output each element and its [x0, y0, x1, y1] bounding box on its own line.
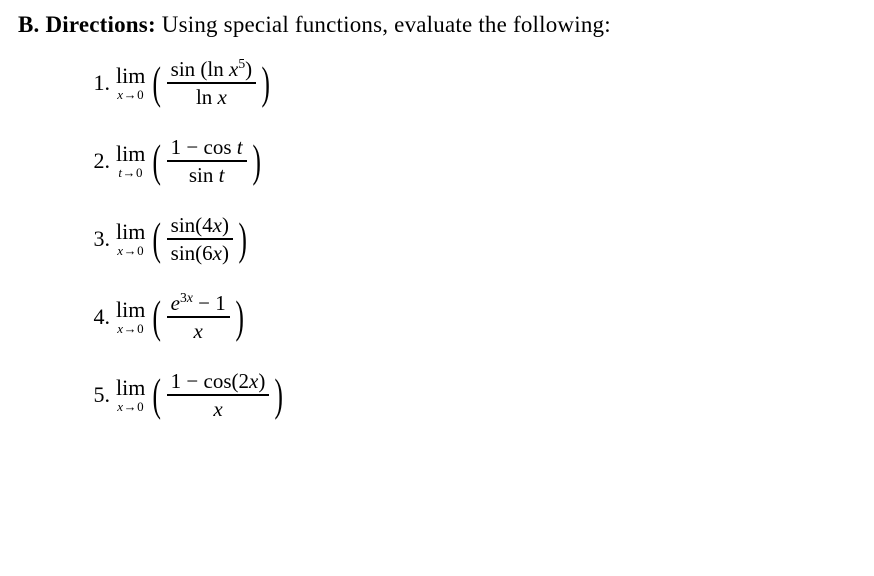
limit-top: lim: [116, 299, 145, 321]
fraction: 1 − cos t sin t: [167, 136, 247, 186]
problem-index: 5.: [88, 382, 110, 408]
problem-item: 2.limt→0(1 − cos tsin t): [88, 136, 856, 186]
left-paren: (: [153, 65, 161, 102]
fraction: e3x − 1 x: [167, 292, 230, 342]
problem-list: 1.limx→0(sin (ln x5)ln x)2.limt→0(1 − co…: [18, 58, 856, 420]
left-paren: (: [153, 299, 161, 336]
fraction-bar: [167, 316, 230, 318]
left-paren: (: [153, 221, 161, 258]
limit-bottom: x→0: [117, 400, 144, 413]
denominator: sin(6x): [167, 242, 233, 264]
limit-bottom: x→0: [117, 322, 144, 335]
left-paren: (: [153, 377, 161, 414]
problem-item: 4.limx→0(e3x − 1x): [88, 292, 856, 342]
fraction-bar: [167, 160, 247, 162]
limit-notation: limx→0: [116, 65, 145, 101]
fraction-bar: [167, 394, 270, 396]
problem-item: 5.limx→0(1 − cos(2x)x): [88, 370, 856, 420]
limit-notation: limx→0: [116, 299, 145, 335]
limit-top: lim: [116, 143, 145, 165]
problem-index: 1.: [88, 70, 110, 96]
fraction: 1 − cos(2x) x: [167, 370, 270, 420]
right-paren: ): [238, 221, 246, 258]
paren-group: (1 − cos t sin t): [149, 136, 264, 186]
paren-group: ( sin (ln x5) ln x): [149, 58, 273, 108]
numerator: 1 − cos(2x): [167, 370, 270, 392]
limit-notation: limx→0: [116, 377, 145, 413]
limit-top: lim: [116, 65, 145, 87]
paren-group: ( e3x − 1 x): [149, 292, 247, 342]
limit-bottom: x→0: [117, 244, 144, 257]
limit-notation: limx→0: [116, 221, 145, 257]
problem-item: 3.limx→0(sin(4x)sin(6x)): [88, 214, 856, 264]
fraction: sin(4x) sin(6x): [167, 214, 233, 264]
paren-group: (1 − cos(2x) x): [149, 370, 286, 420]
right-paren: ): [262, 65, 270, 102]
denominator: x: [190, 320, 207, 342]
limit-top: lim: [116, 221, 145, 243]
fraction-bar: [167, 238, 233, 240]
numerator: e3x − 1: [167, 292, 230, 314]
heading-label: B. Directions:: [18, 12, 156, 37]
limit-bottom: t→0: [118, 166, 143, 179]
paren-group: ( sin(4x) sin(6x)): [149, 214, 250, 264]
limit-bottom: x→0: [117, 88, 144, 101]
page: B. Directions: Using special functions, …: [0, 0, 874, 460]
section-heading: B. Directions: Using special functions, …: [18, 12, 856, 38]
denominator: x: [209, 398, 226, 420]
left-paren: (: [153, 143, 161, 180]
problem-index: 2.: [88, 148, 110, 174]
problem-index: 4.: [88, 304, 110, 330]
denominator: ln x: [192, 86, 231, 108]
numerator: sin(4x): [167, 214, 233, 236]
problem-index: 3.: [88, 226, 110, 252]
problem-item: 1.limx→0(sin (ln x5)ln x): [88, 58, 856, 108]
right-paren: ): [252, 143, 260, 180]
right-paren: ): [275, 377, 283, 414]
limit-top: lim: [116, 377, 145, 399]
numerator: 1 − cos t: [167, 136, 247, 158]
right-paren: ): [235, 299, 243, 336]
fraction: sin (ln x5) ln x: [167, 58, 257, 108]
limit-notation: limt→0: [116, 143, 145, 179]
numerator: sin (ln x5): [167, 58, 257, 80]
denominator: sin t: [185, 164, 229, 186]
heading-text: Using special functions, evaluate the fo…: [156, 12, 611, 37]
fraction-bar: [167, 82, 257, 84]
